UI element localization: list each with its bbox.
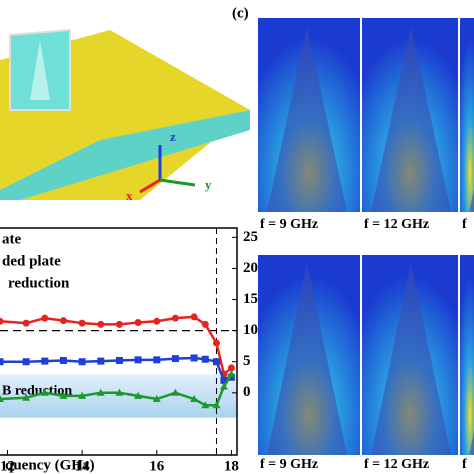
marker: [212, 401, 221, 409]
marker: [153, 317, 161, 325]
x-tick-label: 18: [224, 458, 239, 474]
shaded-region: [0, 374, 237, 418]
marker: [78, 319, 86, 327]
marker: [212, 339, 220, 347]
marker: [59, 391, 68, 399]
marker: [97, 357, 105, 365]
marker: [22, 393, 31, 401]
cone: [371, 263, 451, 455]
legend-label: ded plate: [2, 253, 61, 269]
cone: [267, 263, 347, 455]
marker: [153, 356, 161, 364]
legend-label: reduction: [8, 275, 70, 291]
series-line: [0, 315, 233, 377]
axis-label: y: [205, 177, 212, 192]
marker: [201, 401, 210, 409]
marker: [201, 320, 209, 328]
caption: f = 12 GHz: [364, 457, 429, 472]
plate-illustration: z y x: [0, 28, 250, 203]
marker: [40, 388, 49, 396]
marker: [59, 356, 67, 364]
caption: f = 12 GHz: [364, 217, 429, 232]
marker: [190, 354, 198, 362]
caption: f: [462, 457, 467, 472]
marker: [115, 320, 123, 328]
y2-tick-label: 10: [243, 322, 258, 338]
x-axis-label: quency (GHz): [5, 457, 95, 473]
caption: f = 9 GHz: [260, 217, 318, 232]
panel-label: (c): [232, 5, 249, 21]
x-tick-label: 12: [0, 458, 15, 474]
x-tick-label: 16: [149, 458, 165, 474]
marker: [115, 388, 124, 396]
caption: f: [462, 217, 467, 232]
y2-tick-label: 25: [243, 229, 258, 245]
marker: [201, 355, 209, 363]
cone: [371, 26, 451, 212]
marker: [0, 358, 4, 366]
legend-label: ate: [2, 231, 21, 247]
marker: [171, 355, 179, 363]
y2-tick-label: 20: [243, 260, 258, 276]
marker: [134, 319, 142, 327]
marker: [227, 370, 236, 378]
axis-label: x: [126, 188, 133, 203]
marker: [212, 358, 220, 366]
field-map: [460, 18, 474, 212]
marker: [134, 391, 143, 399]
marker: [220, 376, 228, 384]
marker: [171, 388, 180, 396]
marker: [115, 356, 123, 364]
marker: [0, 317, 4, 325]
marker: [171, 314, 179, 322]
cone: [267, 26, 347, 212]
y2-tick-label: 15: [243, 291, 258, 307]
marker: [78, 358, 86, 366]
marker: [190, 313, 198, 321]
field-maps: (c) f = 9 GHz f = 12 GHz f f = 9 GHz f = 12 …: [232, 5, 474, 472]
marker: [0, 395, 4, 403]
marker: [152, 395, 161, 403]
frame: [0, 227, 238, 456]
marker: [22, 358, 30, 366]
marker: [134, 356, 142, 364]
cone: [469, 431, 474, 455]
marker: [219, 382, 228, 390]
y2-tick-label: 5: [243, 353, 251, 369]
marker: [41, 357, 49, 365]
y2-tick-label: 0: [243, 384, 251, 400]
axis-label: z: [170, 129, 176, 144]
x-tick-label: 14: [75, 458, 91, 474]
marker: [190, 395, 199, 403]
marker: [227, 364, 235, 372]
marker: [59, 317, 67, 325]
cone: [469, 188, 474, 212]
caption: f = 9 GHz: [260, 457, 318, 472]
marker: [41, 314, 49, 322]
marker: [227, 373, 235, 381]
marker: [97, 320, 105, 328]
field-map: [460, 255, 474, 455]
marker: [78, 391, 87, 399]
marker: [96, 388, 105, 396]
marker: [22, 319, 30, 327]
